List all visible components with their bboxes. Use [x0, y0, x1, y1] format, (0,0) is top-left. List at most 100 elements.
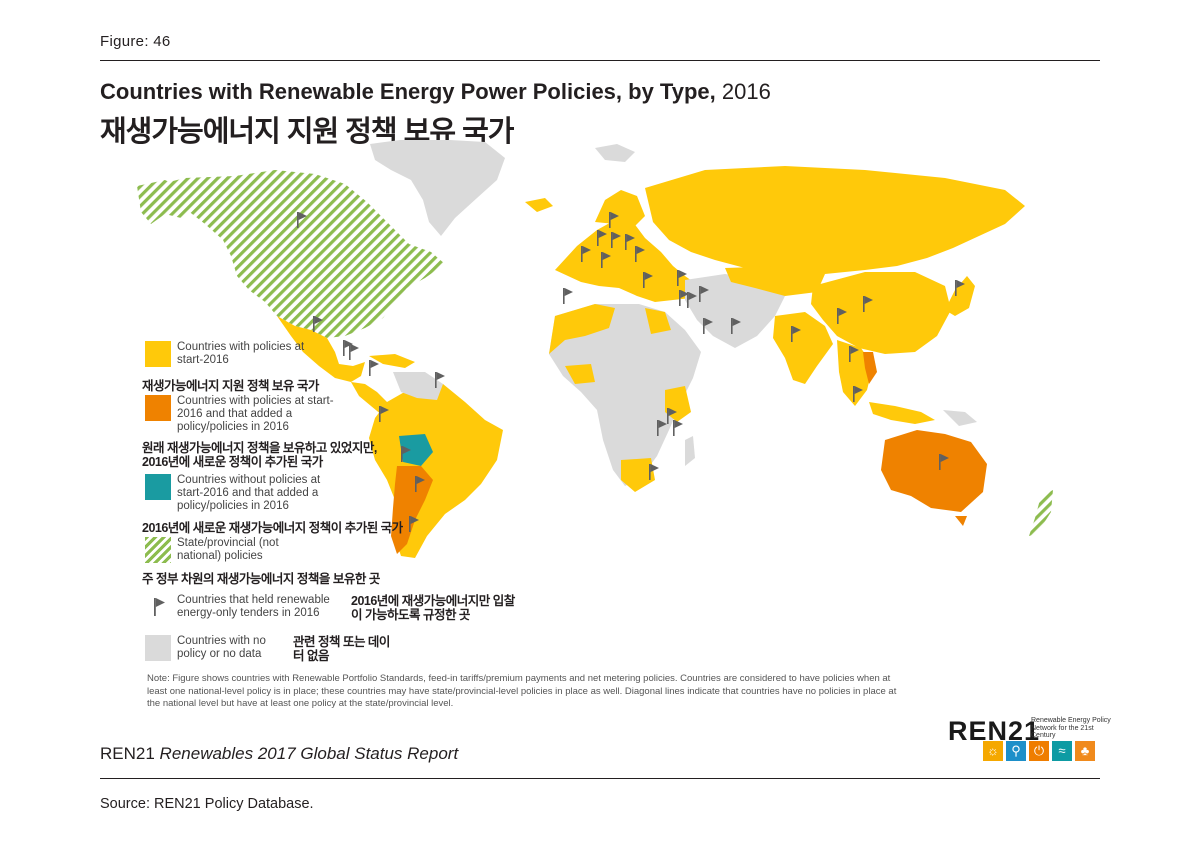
- legend-label-en: Countries that held renewable energy-onl…: [177, 594, 330, 619]
- middle-east: [685, 274, 785, 348]
- title-en-text: Countries with Renewable Energy Power Po…: [100, 79, 716, 104]
- legend-label-en: Countries with policies at start-2016: [177, 341, 305, 366]
- flag-marker: [853, 386, 863, 402]
- flag-marker: [597, 230, 607, 246]
- bolivia: [399, 434, 433, 466]
- flag-marker: [955, 280, 965, 296]
- flag-marker: [657, 420, 667, 436]
- west-africa: [565, 364, 595, 384]
- tasmania: [955, 516, 967, 526]
- flag-marker: [849, 346, 859, 362]
- scandinavia: [595, 190, 645, 228]
- legend-label-en: Countries with no policy or no data: [177, 635, 266, 660]
- legend-label-ko: 2016년에 재생가능에너지만 입찰이 가능하도록 규정한 곳: [351, 594, 515, 622]
- flag-marker: [379, 406, 389, 422]
- legend-label-ko: 2016년에 새로운 재생가능에너지 정책이 추가된 국가: [142, 521, 403, 535]
- leaf-icon: ♣: [1075, 741, 1095, 761]
- south-africa: [621, 458, 655, 492]
- flag-marker: [313, 316, 323, 332]
- russia: [645, 166, 1025, 274]
- source-line: Source: REN21 Policy Database.: [100, 796, 314, 812]
- flag-marker: [791, 326, 801, 342]
- iceland: [525, 198, 553, 212]
- flag-marker: [369, 360, 379, 376]
- flag-marker: [297, 212, 307, 228]
- ren21-tagline: Renewable Energy Policy Network for the …: [1031, 717, 1111, 739]
- australia: [881, 430, 987, 512]
- argentina-chile: [391, 466, 433, 554]
- arctic-islands: [595, 144, 635, 162]
- legend-label-ko: 주 정부 차원의 재생가능에너지 정책을 보유한 곳: [142, 572, 380, 586]
- flag-icon: [154, 598, 165, 616]
- legend-label-en: State/provincial (not national) policies: [177, 537, 279, 562]
- indonesia: [869, 402, 935, 424]
- wave-icon: ≈: [1052, 741, 1072, 761]
- legend-swatch-added: [145, 395, 171, 421]
- title-en: Countries with Renewable Energy Power Po…: [100, 79, 771, 105]
- power-icon: ⏻: [1029, 741, 1049, 761]
- ren21-icons: ☼ ⚲ ⏻ ≈ ♣: [983, 741, 1095, 761]
- flag-marker: [667, 408, 677, 424]
- flag-marker: [731, 318, 741, 334]
- africa: [549, 304, 701, 486]
- report-title: Renewables 2017 Global Status Report: [159, 744, 459, 763]
- flag-marker: [837, 308, 847, 324]
- flag-marker: [677, 270, 687, 286]
- bottom-rule: [100, 778, 1100, 779]
- flag-marker: [415, 476, 425, 492]
- legend-swatch-policy: [145, 341, 171, 367]
- flag-marker: [863, 296, 873, 312]
- flag-marker: [601, 252, 611, 268]
- india: [773, 312, 833, 384]
- new-zealand: [1029, 490, 1053, 536]
- egypt: [645, 308, 671, 334]
- flag-marker: [409, 516, 419, 532]
- flag-marker: [609, 212, 619, 228]
- flag-marker: [581, 246, 591, 262]
- flag-marker: [349, 344, 359, 360]
- legend-label-en: Countries without policies at start-2016…: [177, 474, 321, 512]
- new-guinea: [943, 410, 977, 426]
- flag-marker: [343, 340, 353, 356]
- footnote: Note: Figure shows countries with Renewa…: [147, 673, 897, 709]
- kazakhstan: [725, 266, 825, 296]
- legend-label-ko: 관련 정책 또는 데이터 없음: [293, 635, 390, 663]
- legend-swatch-hatch: [145, 537, 171, 563]
- tender-flags: [297, 212, 965, 532]
- china: [811, 272, 951, 354]
- flag-marker: [687, 292, 697, 308]
- world-map: [137, 140, 1053, 558]
- flag-marker: [703, 318, 713, 334]
- venezuela-guyana: [393, 372, 443, 400]
- flag-marker: [611, 232, 621, 248]
- report-citation: REN21 Renewables 2017 Global Status Repo…: [100, 744, 458, 764]
- legend-label-ko: 재생가능에너지 지원 정책 보유 국가: [142, 379, 319, 393]
- legend-swatch-new: [145, 474, 171, 500]
- caribbean: [369, 354, 415, 368]
- legend-swatch-none: [145, 635, 171, 661]
- mexico: [277, 316, 365, 382]
- flag-marker: [435, 372, 445, 388]
- alaska: [137, 180, 195, 224]
- top-rule: [100, 60, 1100, 61]
- greenland: [370, 140, 505, 236]
- flag-marker: [563, 288, 573, 304]
- figure-label: Figure: 46: [100, 33, 171, 50]
- flag-marker: [625, 234, 635, 250]
- madagascar: [685, 436, 695, 466]
- japan: [945, 276, 975, 316]
- sun-icon: ☼: [983, 741, 1003, 761]
- north-america: [145, 170, 445, 338]
- flag-marker: [643, 272, 653, 288]
- flag-marker: [673, 420, 683, 436]
- report-org: REN21: [100, 744, 155, 763]
- wind-icon: ⚲: [1006, 741, 1026, 761]
- flag-marker: [401, 446, 411, 462]
- north-africa-policy: [549, 304, 615, 354]
- legend-label-en: Countries with policies at start-2016 an…: [177, 395, 334, 433]
- flag-marker: [635, 246, 645, 262]
- flag-marker: [679, 290, 689, 306]
- flag-marker: [699, 286, 709, 302]
- vietnam: [863, 352, 877, 384]
- europe: [555, 220, 699, 302]
